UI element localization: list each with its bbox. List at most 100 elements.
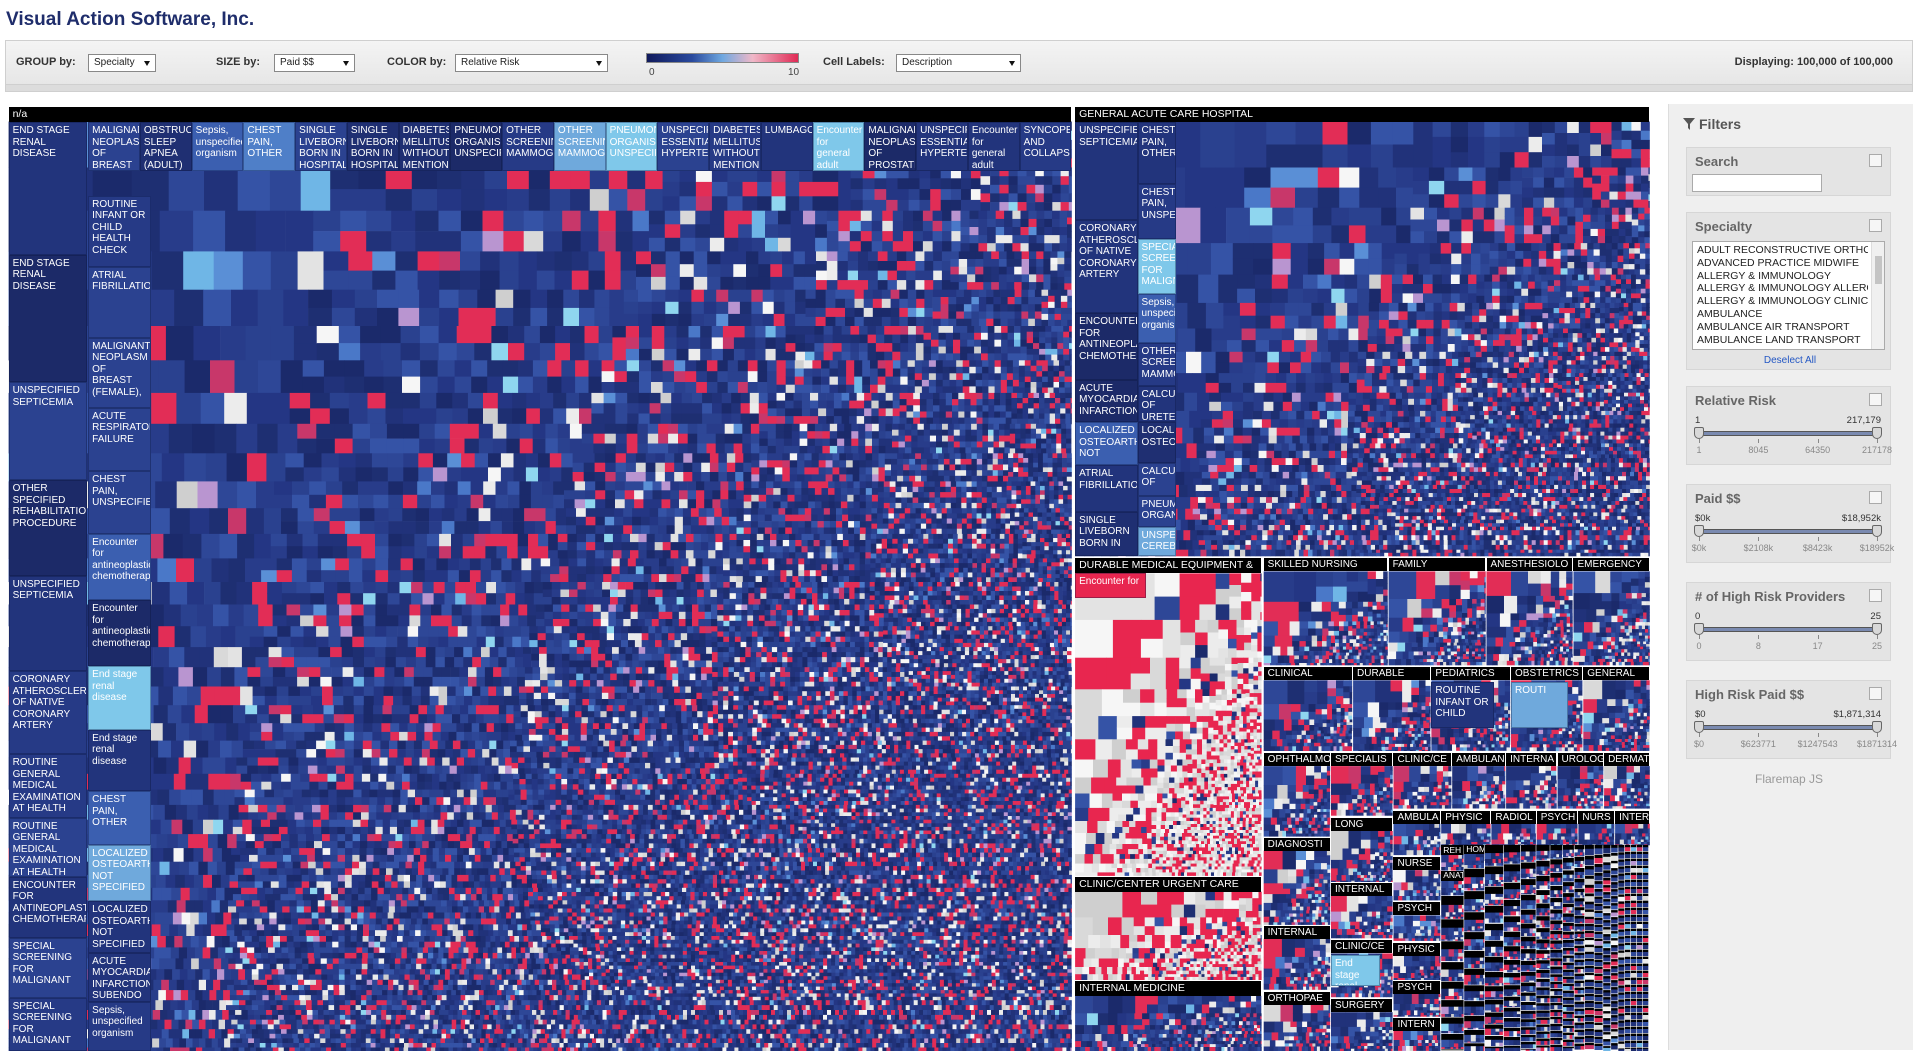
treemap-cell[interactable] bbox=[1056, 444, 1061, 449]
treemap-cell[interactable] bbox=[1036, 444, 1042, 449]
treemap-cell[interactable] bbox=[1008, 458, 1014, 463]
treemap-cell[interactable] bbox=[910, 529, 916, 535]
treemap-cell[interactable] bbox=[830, 360, 839, 369]
treemap-cell[interactable] bbox=[1019, 513, 1024, 518]
treemap-cell[interactable] bbox=[870, 573, 876, 578]
treemap-cell[interactable] bbox=[972, 549, 977, 554]
treemap-cell[interactable] bbox=[971, 430, 977, 436]
treemap-cell[interactable] bbox=[903, 476, 909, 482]
treemap-cell[interactable] bbox=[1056, 439, 1061, 444]
treemap-cell[interactable] bbox=[734, 424, 743, 434]
treemap-cell[interactable] bbox=[1053, 538, 1058, 543]
treemap-cell[interactable] bbox=[938, 465, 944, 471]
treemap-cell[interactable] bbox=[860, 558, 866, 564]
treemap-cell[interactable] bbox=[972, 513, 977, 519]
treemap-cell[interactable] bbox=[604, 542, 613, 551]
treemap-cell[interactable] bbox=[963, 367, 970, 374]
treemap-cell[interactable] bbox=[834, 416, 842, 424]
treemap-cell[interactable] bbox=[238, 168, 271, 212]
treemap-cell[interactable] bbox=[1043, 562, 1048, 566]
treemap-cell[interactable] bbox=[501, 558, 512, 570]
treemap-cell[interactable] bbox=[585, 605, 593, 613]
treemap-cell[interactable] bbox=[372, 251, 396, 271]
treemap-cell[interactable] bbox=[876, 352, 885, 361]
treemap-cell[interactable] bbox=[801, 488, 808, 495]
treemap-cell[interactable] bbox=[1009, 544, 1014, 549]
treemap-cell[interactable] bbox=[1028, 408, 1034, 414]
treemap-cell[interactable] bbox=[358, 495, 374, 509]
treemap-cell[interactable] bbox=[945, 573, 950, 578]
treemap-cell[interactable] bbox=[605, 508, 615, 517]
treemap-cell[interactable] bbox=[948, 319, 956, 327]
treemap-cell[interactable] bbox=[808, 481, 815, 488]
treemap-cell[interactable] bbox=[351, 605, 364, 616]
treemap-cell[interactable] bbox=[824, 528, 831, 535]
treemap-cell[interactable] bbox=[1012, 499, 1017, 504]
treemap-cell[interactable] bbox=[462, 605, 472, 616]
treemap-cell[interactable] bbox=[602, 590, 610, 598]
treemap-cell[interactable] bbox=[1007, 373, 1013, 380]
treemap-cell[interactable] bbox=[1019, 508, 1024, 513]
treemap-cell[interactable] bbox=[439, 231, 462, 252]
treemap-cell[interactable] bbox=[1035, 504, 1040, 509]
treemap-cell[interactable] bbox=[264, 508, 282, 534]
treemap-cell[interactable] bbox=[1000, 554, 1005, 559]
treemap-cell[interactable] bbox=[972, 558, 977, 563]
treemap-cell[interactable] bbox=[1042, 314, 1049, 320]
treemap-cell[interactable] bbox=[383, 377, 402, 394]
treemap-cell[interactable] bbox=[924, 290, 933, 300]
treemap-cell[interactable] bbox=[918, 591, 923, 596]
treemap-cell[interactable] bbox=[436, 558, 448, 570]
treemap-cell[interactable] bbox=[722, 508, 730, 517]
treemap-cell[interactable] bbox=[847, 502, 854, 509]
treemap-cell[interactable] bbox=[765, 521, 772, 528]
treemap-cell[interactable] bbox=[595, 517, 605, 526]
treemap-cell[interactable] bbox=[738, 224, 752, 238]
treemap-cell[interactable] bbox=[993, 319, 1001, 327]
treemap-cell[interactable] bbox=[942, 436, 948, 442]
treemap-cell[interactable] bbox=[868, 261, 878, 271]
treemap-cell[interactable] bbox=[1029, 508, 1034, 513]
treemap-cell[interactable] bbox=[612, 349, 626, 361]
treemap-cell[interactable] bbox=[814, 326, 824, 335]
treemap-cell[interactable] bbox=[977, 544, 982, 549]
treemap-cell[interactable] bbox=[795, 495, 802, 502]
treemap-cell[interactable] bbox=[1029, 596, 1034, 601]
treemap-cell[interactable] bbox=[878, 261, 888, 271]
treemap-cell[interactable] bbox=[945, 577, 950, 582]
treemap-cell[interactable] bbox=[252, 582, 268, 605]
treemap-cell[interactable] bbox=[981, 193, 991, 202]
treemap-cell[interactable] bbox=[1019, 382, 1025, 388]
treemap-cell[interactable] bbox=[1007, 267, 1015, 275]
treemap-cell[interactable] bbox=[963, 373, 970, 380]
treemap-cell[interactable] bbox=[1033, 513, 1038, 518]
treemap-cell[interactable] bbox=[931, 524, 937, 530]
treemap-cell[interactable] bbox=[1070, 554, 1072, 559]
treemap-cell[interactable] bbox=[977, 573, 982, 578]
treemap-cell[interactable] bbox=[452, 615, 463, 626]
treemap-cell[interactable] bbox=[992, 503, 997, 509]
treemap-cell[interactable] bbox=[1054, 481, 1059, 486]
treemap-cell[interactable] bbox=[905, 424, 912, 430]
treemap-cell[interactable] bbox=[545, 424, 558, 439]
treemap-cell[interactable] bbox=[768, 416, 777, 424]
treemap-cell[interactable] bbox=[1001, 380, 1008, 387]
treemap-cell[interactable] bbox=[810, 564, 816, 570]
treemap-cell[interactable] bbox=[1001, 297, 1008, 305]
treemap-cell[interactable] bbox=[982, 459, 988, 465]
treemap-cell[interactable] bbox=[891, 308, 900, 318]
treemap-cell[interactable] bbox=[595, 574, 604, 582]
treemap-cell[interactable] bbox=[593, 605, 601, 613]
treemap-cell[interactable] bbox=[991, 568, 996, 573]
treemap-cell[interactable] bbox=[774, 570, 781, 576]
treemap-cell[interactable] bbox=[819, 460, 826, 467]
treemap-cell[interactable] bbox=[1042, 582, 1047, 587]
treemap-cell[interactable] bbox=[826, 453, 833, 460]
treemap-cell[interactable] bbox=[864, 299, 874, 309]
treemap-cell[interactable] bbox=[801, 599, 807, 605]
treemap-cell[interactable] bbox=[540, 393, 554, 409]
treemap-cell[interactable] bbox=[506, 582, 516, 594]
treemap-cell[interactable] bbox=[688, 481, 697, 490]
treemap-cell[interactable] bbox=[971, 319, 979, 327]
treemap-cell[interactable] bbox=[854, 528, 860, 535]
